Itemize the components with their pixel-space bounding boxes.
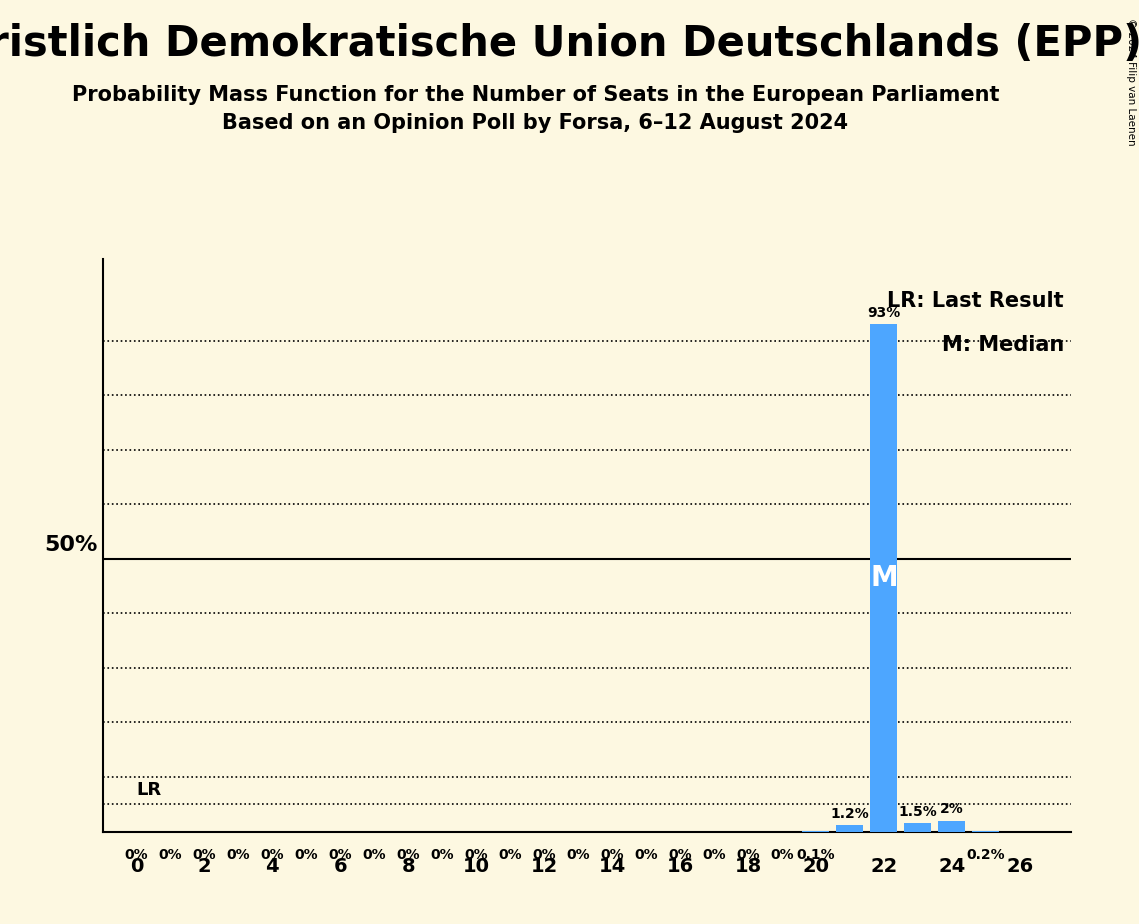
Text: 0.1%: 0.1% [796,848,835,862]
Text: 0%: 0% [532,848,556,862]
Text: 93%: 93% [867,306,901,320]
Text: Christlich Demokratische Union Deutschlands (EPP): Christlich Demokratische Union Deutschla… [0,23,1139,65]
Text: 1.5%: 1.5% [899,805,937,819]
Text: 0%: 0% [158,848,182,862]
Text: 0%: 0% [192,848,216,862]
Text: 0%: 0% [261,848,284,862]
Text: 50%: 50% [44,535,98,555]
Text: 0%: 0% [295,848,318,862]
Text: 0.2%: 0.2% [966,848,1005,862]
Text: 0%: 0% [362,848,386,862]
Text: 0%: 0% [634,848,658,862]
Text: 0%: 0% [396,848,420,862]
Text: 1.2%: 1.2% [830,807,869,821]
Text: 0%: 0% [702,848,726,862]
Text: 0%: 0% [227,848,251,862]
Text: © 2024 Filip van Laenen: © 2024 Filip van Laenen [1126,18,1136,146]
Text: 0%: 0% [431,848,454,862]
Text: 0%: 0% [499,848,522,862]
Text: M: Median: M: Median [942,335,1064,355]
Bar [939,821,966,832]
Text: 2%: 2% [940,802,964,816]
Text: 0%: 0% [669,848,691,862]
Bar [836,825,863,832]
Text: Based on an Opinion Poll by Forsa, 6–12 August 2024: Based on an Opinion Poll by Forsa, 6–12 … [222,113,849,133]
Text: LR: LR [137,781,162,799]
Text: M: M [870,565,898,592]
Text: 0%: 0% [328,848,352,862]
Text: LR: Last Result: LR: Last Result [887,291,1064,311]
Text: 0%: 0% [124,848,148,862]
Bar [870,324,898,832]
Text: 0%: 0% [600,848,624,862]
Text: 0%: 0% [736,848,760,862]
Bar [973,831,999,832]
Text: 0%: 0% [566,848,590,862]
Text: 0%: 0% [465,848,487,862]
Bar [904,823,932,832]
Text: Probability Mass Function for the Number of Seats in the European Parliament: Probability Mass Function for the Number… [72,85,999,105]
Text: 0%: 0% [770,848,794,862]
